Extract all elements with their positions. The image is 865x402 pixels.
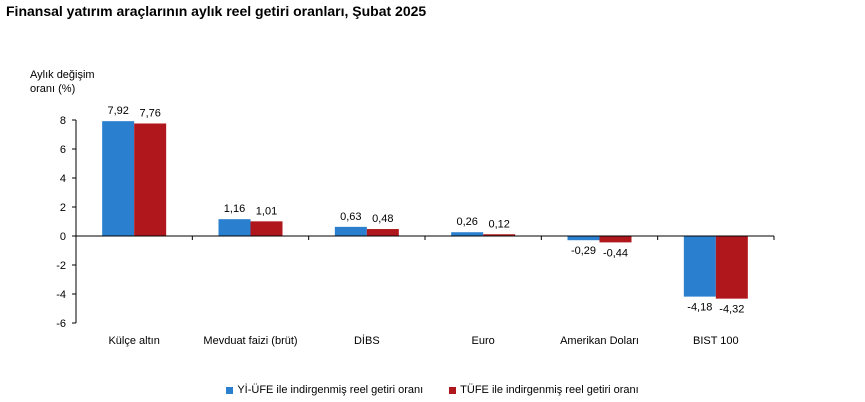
x-category-label: Amerikan Doları [560, 335, 639, 347]
data-label-series-1-5: -4,18 [687, 302, 712, 314]
legend-label-series-1: Yİ-ÜFE ile indirgenmiş reel getiri oranı [237, 384, 424, 396]
data-label-series-2-0: 7,76 [139, 107, 160, 119]
bar-series-2-0 [134, 123, 167, 236]
bar-series-1-1 [218, 219, 251, 236]
legend-swatch-series-1 [226, 386, 234, 394]
data-label-series-1-0: 7,92 [107, 105, 128, 117]
y-tick-label: -6 [56, 318, 66, 330]
bar-series-1-3 [451, 232, 484, 236]
x-category-label: Mevduat faizi (brüt) [203, 335, 297, 347]
legend-item-series-1: Yİ-ÜFE ile indirgenmiş reel getiri oranı [226, 384, 423, 396]
bar-series-1-0 [102, 121, 135, 236]
data-label-series-1-3: 0,26 [456, 216, 477, 228]
data-label-series-2-4: -0,44 [603, 247, 628, 259]
y-axis-label: Aylık değişim oranı (%) [30, 68, 95, 96]
legend-swatch-series-2 [449, 386, 457, 394]
y-tick-label: 4 [60, 173, 66, 185]
y-tick-label: 2 [60, 202, 66, 214]
y-tick-label: -2 [56, 260, 66, 272]
x-category-label: Külçe altın [108, 335, 159, 347]
y-axis-label-line-1: Aylık değişim [30, 69, 95, 81]
bar-series-2-4 [599, 236, 632, 243]
bar-series-2-2 [366, 229, 399, 236]
data-label-series-1-4: -0,29 [571, 245, 596, 257]
y-axis-label-line-2: oranı (%) [30, 83, 76, 95]
legend-item-series-2: TÜFE ile indirgenmiş reel getiri oranı [449, 384, 639, 396]
data-label-series-2-3: 0,12 [488, 218, 509, 230]
x-category-label: DİBS [354, 334, 380, 347]
y-tick-label: 6 [60, 144, 66, 156]
legend-label-series-2: TÜFE ile indirgenmiş reel getiri oranı [460, 384, 639, 396]
bar-chart: 8 6 4 2 0 -2 -4 -6 7,92 7,76 Külçe altın 1,16 1,01 Me… [56, 105, 775, 347]
y-tick-label: -4 [56, 289, 66, 301]
bar-series-2-1 [250, 221, 283, 236]
bar-series-1-2 [334, 226, 367, 236]
x-category-label: BIST 100 [693, 335, 739, 347]
chart-title: Finansal yatırım araçlarının aylık reel … [6, 3, 427, 19]
data-label-series-1-1: 1,16 [224, 203, 245, 215]
bar-series-2-5 [715, 236, 748, 299]
y-tick-label: 0 [60, 231, 66, 243]
data-label-series-2-2: 0,48 [372, 213, 393, 225]
bar-series-1-5 [683, 236, 716, 297]
y-tick-label: 8 [60, 115, 66, 127]
bar-series-1-4 [567, 236, 600, 241]
data-label-series-1-2: 0,63 [340, 211, 361, 223]
data-label-series-2-5: -4,32 [719, 304, 744, 316]
data-label-series-2-1: 1,01 [256, 205, 277, 217]
bar-series-2-3 [483, 234, 516, 236]
x-category-label: Euro [472, 335, 495, 347]
legend: Yİ-ÜFE ile indirgenmiş reel getiri oranı… [0, 384, 865, 396]
